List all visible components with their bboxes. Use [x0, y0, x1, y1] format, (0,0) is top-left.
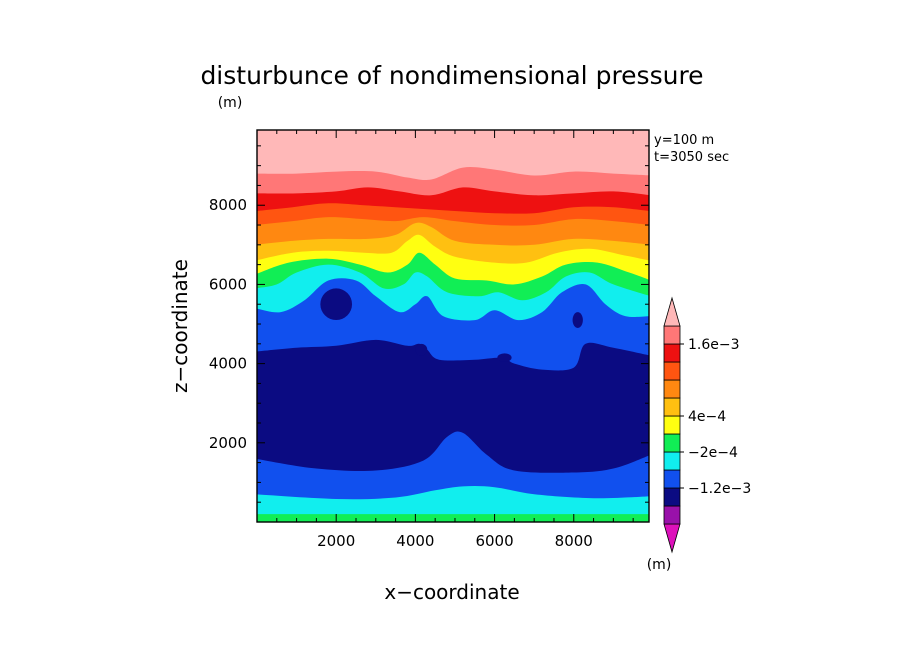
colorbar-label: −2e−4 [688, 445, 738, 461]
closed-contour-3 [497, 353, 512, 363]
colorbar-label: −1.2e−3 [688, 481, 751, 497]
colorbar-level-6 [663, 415, 681, 435]
colorbar-lower-extension [663, 523, 681, 554]
x-axis-label: x−coordinate [384, 580, 519, 604]
x-tick-label: 6000 [475, 532, 513, 550]
y-tick-label: 6000 [209, 275, 247, 293]
x-tick-label: 8000 [555, 532, 593, 550]
info-line-y: y=100 m [654, 133, 714, 148]
contour-field [257, 130, 649, 522]
contour-band-level-0 [257, 514, 649, 522]
x-tick-label: 2000 [317, 532, 355, 550]
y-tick-label: 2000 [209, 434, 247, 452]
y-axis-label: z−coordinate [168, 259, 192, 393]
colorbar-level-5 [663, 433, 681, 453]
colorbar-level-10 [663, 343, 681, 363]
colorbar-unit-label: (m) [647, 557, 672, 573]
y-tick-label: 4000 [209, 355, 247, 373]
y-tick-label: 8000 [209, 196, 247, 214]
closed-contour-1 [572, 312, 583, 328]
chart-title: disturbunce of nondimensional pressure [200, 61, 703, 90]
colorbar-level-4 [663, 451, 681, 471]
info-line-t: t=3050 sec [654, 150, 729, 165]
colorbar-upper-extension [663, 296, 681, 327]
colorbar-label: 1.6e−3 [688, 337, 740, 353]
closed-contour-0 [320, 288, 353, 321]
colorbar-level-3 [663, 469, 681, 489]
colorbar-level-2 [663, 487, 681, 507]
contour-band-level-1 [257, 486, 649, 522]
axis-ticks: 2000 4000 6000 8000 2000 4000 6000 8000 [209, 130, 649, 550]
colorbar-level-1 [663, 505, 681, 525]
colorbar-level-8 [663, 379, 681, 399]
closed-contour-2 [415, 343, 428, 356]
title-unit-label: (m) [218, 95, 243, 111]
colorbar-label: 4e−4 [688, 409, 726, 425]
plot-frame [256, 129, 650, 523]
colorbar-level-7 [663, 397, 681, 417]
colorbar: −1.2e−3 −2e−4 4e−4 1.6e−3 [663, 296, 751, 554]
colorbar-level-11 [663, 325, 681, 345]
x-tick-label: 4000 [396, 532, 434, 550]
colorbar-level-9 [663, 361, 681, 381]
